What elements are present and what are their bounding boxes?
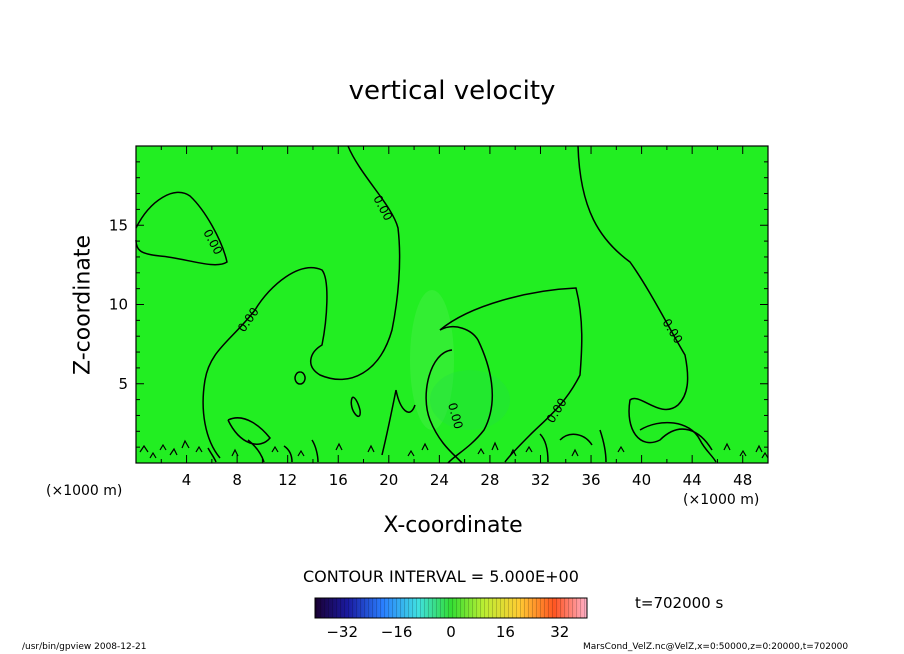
x-tick-label: 36 [581, 471, 600, 489]
x-tick-label: 32 [531, 471, 550, 489]
x-axis-ticks [160, 146, 744, 463]
x-tick-label: 12 [278, 471, 297, 489]
y-tick-label: 15 [109, 216, 128, 234]
y-tick-label: 5 [118, 375, 128, 393]
colorbar-tick-label: 16 [496, 623, 515, 641]
colorbar-stripes [315, 598, 587, 618]
footer-program: /usr/bin/gpview 2008-12-21 [22, 642, 147, 652]
field-patch [410, 290, 454, 430]
footer-source: MarsCond_VelZ.nc@VelZ,x=0:50000,z=0:2000… [583, 642, 849, 652]
x-axis-tick-labels: 4 8 12 16 20 24 28 32 36 40 44 48 [182, 471, 752, 489]
y-axis-label: Z-coordinate [70, 235, 96, 375]
x-tick-label: 48 [733, 471, 752, 489]
x-tick-label: 44 [683, 471, 702, 489]
x-unit-label-right: (×1000 m) [683, 492, 760, 508]
colorbar-tick-label: 32 [550, 623, 569, 641]
x-tick-label: 40 [632, 471, 651, 489]
contour-interval: CONTOUR INTERVAL = 5.000E+00 [303, 567, 579, 586]
surface-noise-contours [139, 439, 769, 459]
field-patch [430, 370, 510, 430]
x-tick-label: 20 [379, 471, 398, 489]
colorbar-frame [314, 597, 588, 619]
plot-area [136, 146, 768, 463]
y-tick-label: 10 [109, 296, 128, 314]
x-tick-label: 28 [480, 471, 499, 489]
chart-title: vertical velocity [348, 76, 556, 106]
colorbar-tick-labels: −32 −16 0 16 32 [326, 623, 569, 641]
colorbar-tick-label: −32 [326, 623, 358, 641]
x-unit-label-left: (×1000 m) [46, 483, 123, 499]
y-axis-ticks [136, 161, 768, 448]
x-tick-label: 24 [430, 471, 449, 489]
x-tick-label: 4 [182, 471, 192, 489]
x-tick-label: 16 [329, 471, 348, 489]
x-tick-label: 8 [232, 471, 242, 489]
zero-contours [135, 145, 717, 464]
y-axis-tick-labels: 5 10 15 [109, 216, 128, 393]
x-axis-label: X-coordinate [383, 513, 523, 538]
colorbar-tick-label: 0 [446, 623, 456, 641]
time-label: t=702000 s [635, 594, 724, 612]
colorbar-tick-label: −16 [381, 623, 413, 641]
contour-label: 0.00 [445, 401, 465, 430]
